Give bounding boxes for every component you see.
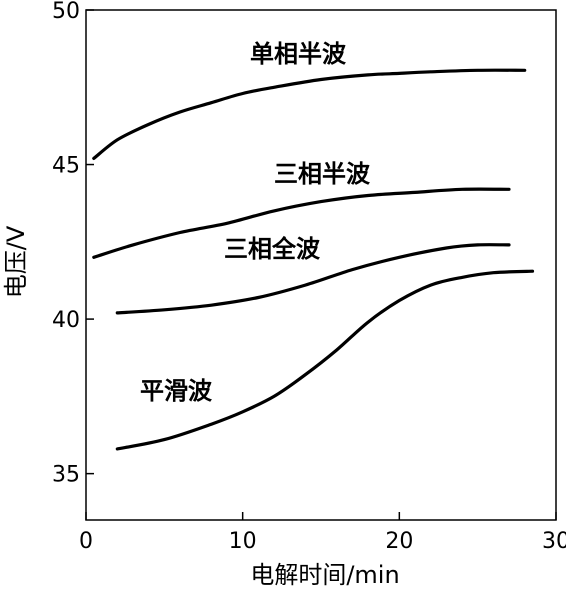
- x-tick-label: 0: [79, 529, 93, 554]
- x-tick-label: 30: [542, 529, 566, 554]
- x-tick-label: 10: [229, 529, 257, 554]
- series-curves: [92, 68, 535, 451]
- series-line: [92, 187, 511, 259]
- series-line: [115, 243, 511, 315]
- series-label: 单相半波: [250, 40, 347, 68]
- series-line: [115, 269, 535, 451]
- series-label: 三相半波: [274, 160, 371, 188]
- series-label: 三相全波: [224, 235, 321, 263]
- y-tick-label: 45: [52, 154, 80, 179]
- y-tick-label: 40: [52, 308, 80, 333]
- plot-frame: [85, 9, 557, 521]
- x-tick-label: 20: [385, 529, 413, 554]
- y-axis-title: 电压/V: [2, 225, 30, 298]
- y-tick-label: 35: [52, 463, 80, 488]
- y-tick-label: 50: [52, 0, 80, 24]
- axis-ticks: [85, 9, 557, 520]
- series-label: 平滑波: [140, 377, 213, 405]
- x-axis-title: 电解时间/min: [250, 561, 399, 589]
- axis-tick-labels: 0 10 20 30 35 40 45 50: [52, 0, 566, 554]
- series-line: [92, 68, 527, 160]
